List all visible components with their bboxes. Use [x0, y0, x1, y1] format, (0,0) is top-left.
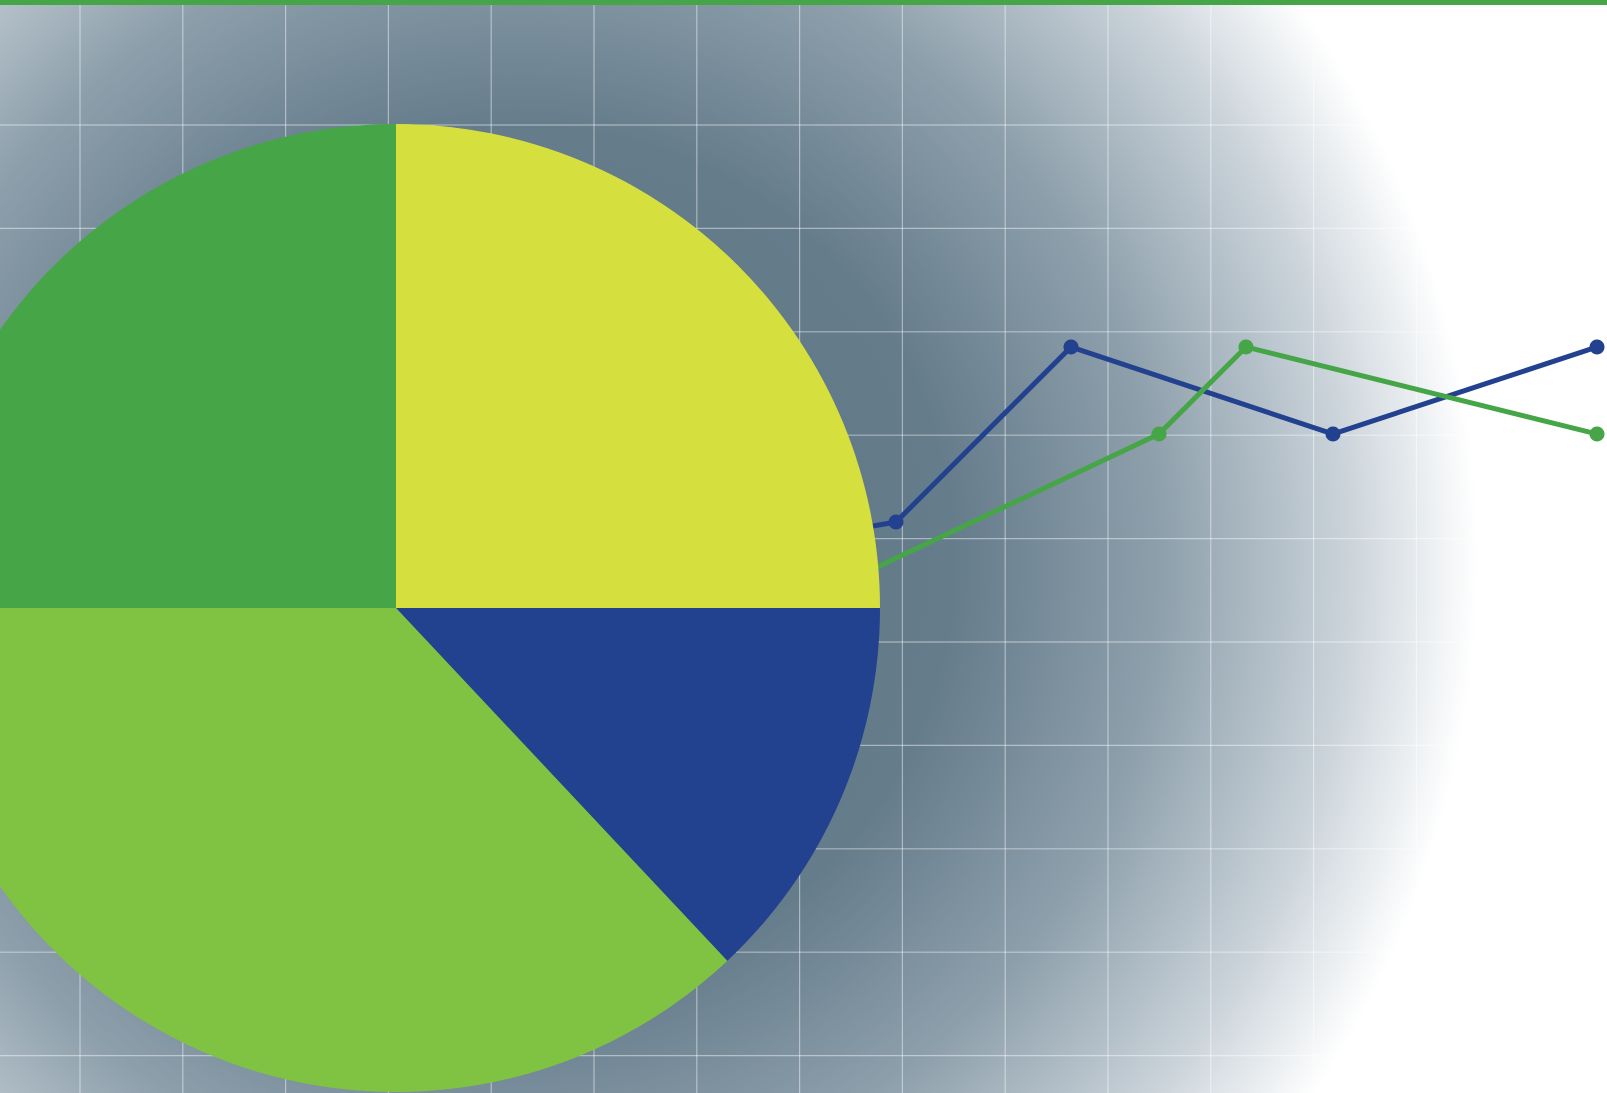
pie-slice-3	[0, 608, 728, 1092]
line-series-2	[817, 344, 1600, 597]
line-point-series-1	[888, 514, 904, 530]
line-point-series-1	[1589, 339, 1605, 355]
top-accent-bar	[0, 0, 1607, 5]
pie-slice-2	[396, 608, 880, 961]
pie-chart	[0, 124, 880, 1092]
pie-slice-4	[0, 124, 396, 608]
line-point-series-1	[1063, 339, 1079, 355]
line-point-series-2	[1589, 426, 1605, 442]
pie-slice-1	[396, 124, 880, 608]
line-point-series-2	[1151, 426, 1167, 442]
line-point-series-1	[1325, 426, 1341, 442]
line-point-series-2	[1238, 339, 1254, 355]
